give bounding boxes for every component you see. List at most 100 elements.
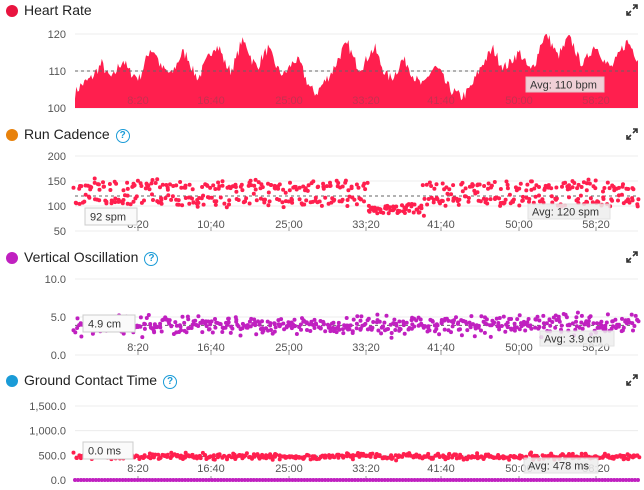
cadence-point	[191, 200, 196, 205]
expand-icon[interactable]	[626, 4, 638, 16]
expand-icon[interactable]	[626, 251, 638, 263]
help-icon[interactable]: ?	[115, 129, 130, 143]
cadence-point	[489, 183, 494, 188]
cadence-point	[108, 188, 113, 192]
vo-point	[193, 318, 198, 323]
cadence-point	[532, 186, 537, 191]
gct-zero-point	[421, 478, 426, 482]
cadence-point	[183, 185, 188, 190]
cadence-point	[252, 183, 257, 188]
gct-point	[377, 453, 382, 458]
cadence-point	[575, 186, 580, 191]
vo-point	[454, 315, 458, 320]
vo-point	[557, 319, 562, 324]
gct-point	[336, 452, 341, 457]
cadence-point	[426, 197, 431, 201]
cadence-point	[610, 198, 615, 203]
gct-zero-point	[117, 478, 122, 482]
x-tick-label: 50:00	[505, 219, 533, 231]
vo-point	[515, 317, 520, 322]
vertical-oscillation-chart[interactable]: 10.05.00.08:20 16:40 25:00 33:20 41:40 50:00 5…	[0, 269, 644, 369]
cadence-point	[201, 202, 206, 207]
cadence-point	[217, 184, 222, 189]
cadence-point	[457, 197, 462, 202]
x-tick-label: 8:20	[127, 463, 148, 475]
vo-point	[174, 323, 179, 328]
vo-point	[588, 314, 593, 319]
vo-point	[603, 326, 608, 331]
cadence-point	[190, 187, 195, 192]
gct-zero-point	[621, 478, 626, 482]
cadence-point	[407, 208, 412, 213]
cadence-point	[358, 197, 363, 202]
vo-point	[414, 318, 419, 323]
vo-point	[605, 312, 610, 317]
cadence-point	[447, 187, 452, 192]
vo-point	[469, 314, 474, 319]
vo-point	[636, 319, 641, 324]
help-icon[interactable]: ?	[144, 252, 159, 266]
x-tick-label: 25:00	[275, 463, 303, 475]
gct-point	[350, 457, 355, 462]
cadence-point	[466, 199, 471, 204]
x-tick-label: 50:00	[505, 342, 533, 354]
cadence-point	[101, 184, 106, 189]
ground-contact-time-chart[interactable]: 1,500.0 1,000.0 500.0 0.0 8:20 16:40 25:00 33:2…	[0, 392, 644, 490]
x-tick-label: 8:20	[127, 342, 148, 354]
gct-zero-point	[448, 478, 453, 482]
vo-point	[272, 329, 277, 334]
vo-point	[204, 324, 209, 329]
gct-zero-point	[585, 478, 590, 482]
cadence-point	[432, 186, 437, 191]
gct-zero-point	[558, 478, 563, 482]
vo-point	[418, 317, 423, 322]
gct-point	[437, 453, 441, 458]
vo-point	[308, 329, 313, 333]
gct-zero-point	[499, 478, 503, 482]
vo-point	[218, 322, 223, 327]
gct-zero-point	[364, 478, 369, 482]
gct-zero-point	[561, 478, 566, 482]
cadence-point	[501, 201, 506, 206]
vo-point	[266, 328, 270, 333]
cadence-point	[339, 199, 344, 204]
vo-point	[398, 327, 403, 332]
vo-point	[155, 324, 160, 329]
gct-zero-point	[296, 478, 301, 482]
gct-zero-point	[210, 478, 214, 482]
heart-rate-chart[interactable]: 120 110 100 8:20 16:40 25:00 33:20 41:40 50:00 58…	[0, 22, 644, 120]
expand-icon[interactable]	[626, 128, 638, 140]
gct-point	[217, 452, 222, 457]
cadence-point	[460, 180, 465, 185]
x-tick-label: 41:40	[427, 95, 455, 107]
expand-icon[interactable]	[626, 374, 638, 386]
avg-box	[539, 330, 615, 347]
vo-point	[471, 322, 475, 327]
gct-zero-point	[284, 478, 289, 482]
cadence-point	[397, 209, 402, 214]
gct-zero-point	[102, 478, 107, 482]
gct-zero-point	[531, 478, 536, 482]
x-tick-label: 33:20	[352, 95, 380, 107]
cadence-point	[440, 181, 445, 186]
cadence-point	[463, 186, 468, 191]
cadence-point	[352, 197, 357, 202]
cadence-point	[607, 186, 612, 191]
gct-zero-point	[269, 478, 274, 482]
gct-point	[332, 455, 337, 460]
cadence-point	[336, 181, 341, 185]
gct-zero-point	[588, 478, 593, 482]
gct-point	[277, 457, 282, 462]
vo-point	[341, 331, 346, 336]
cadence-point	[266, 203, 271, 208]
heart-rate-panel: Heart Rate 120 110 100 8:20 16:40 25:00 33:20 4…	[0, 0, 644, 120]
vo-point	[599, 323, 604, 328]
vo-point	[533, 325, 538, 330]
cadence-point	[163, 196, 168, 201]
gct-zero-point	[540, 478, 545, 482]
gct-zero-point	[81, 478, 86, 482]
vo-point	[185, 314, 190, 319]
help-icon[interactable]: ?	[163, 375, 178, 389]
cadence-point	[180, 203, 185, 208]
